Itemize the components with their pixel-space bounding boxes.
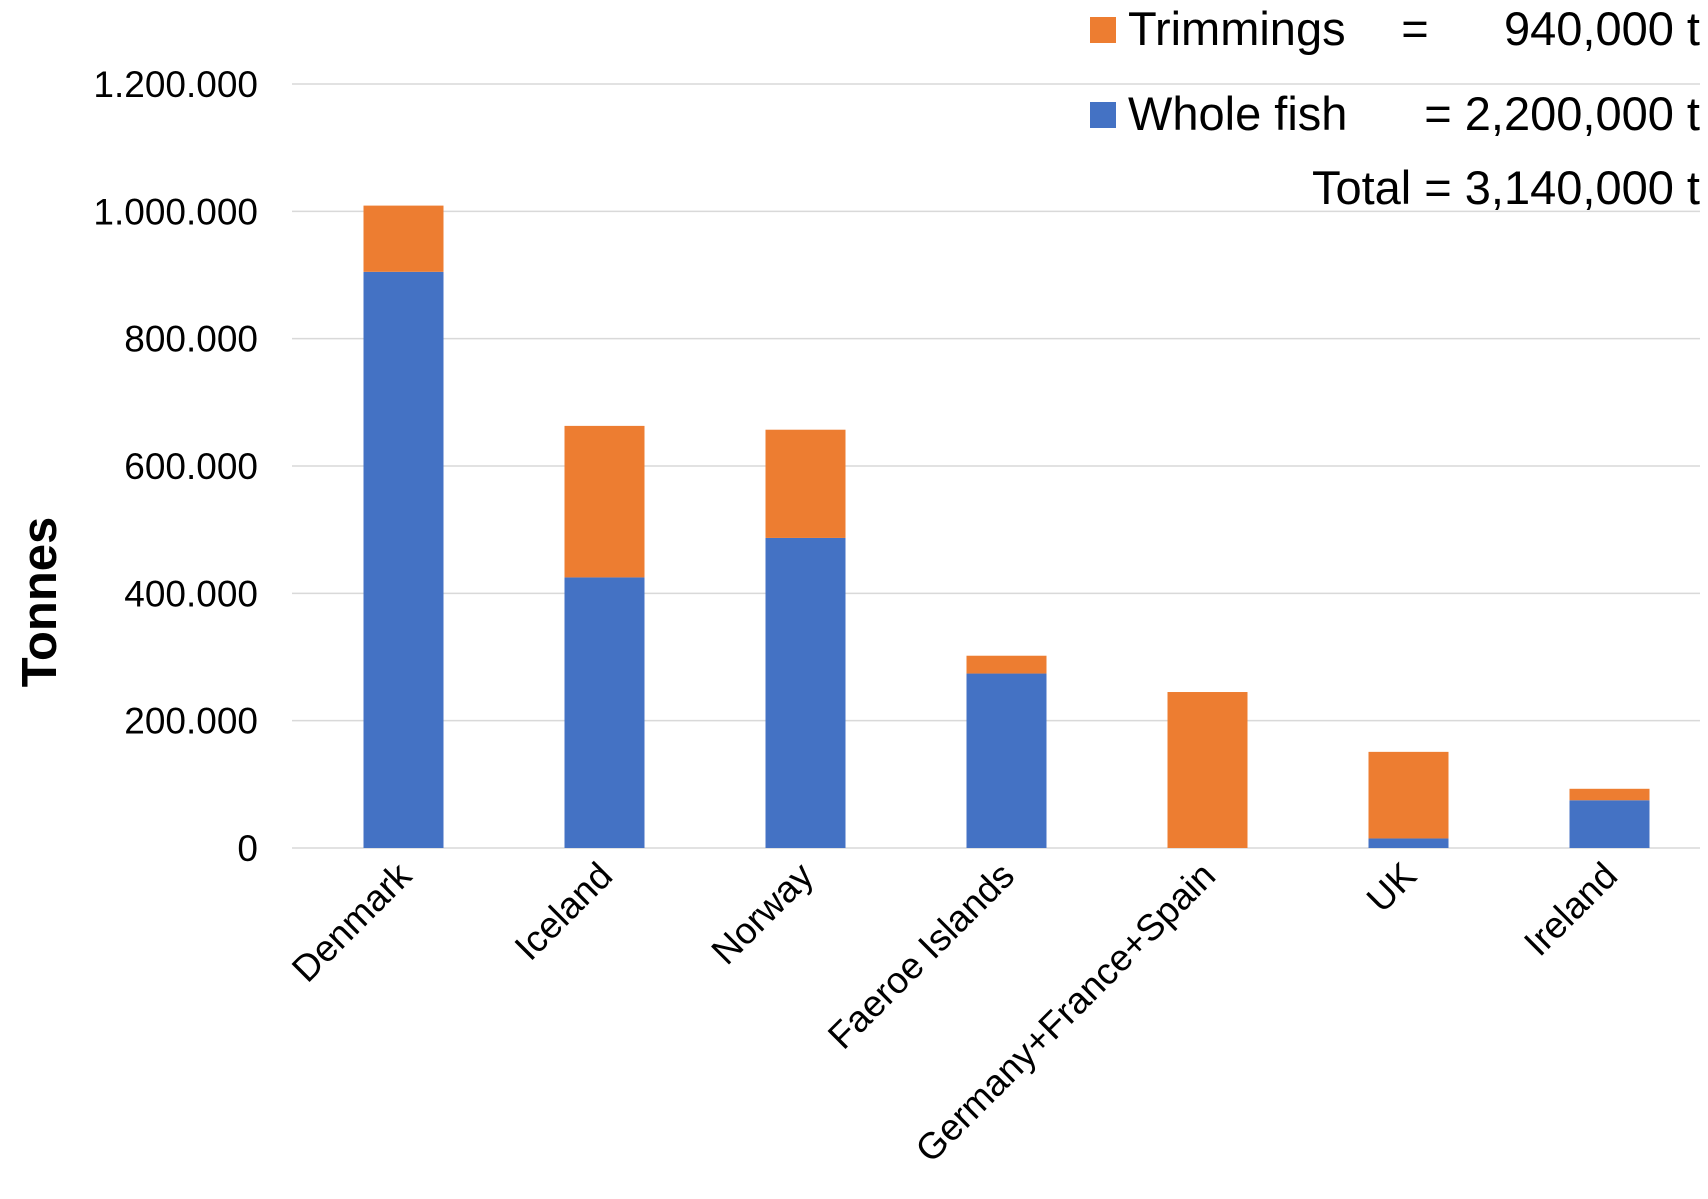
bar-whole-fish-denmark bbox=[363, 271, 444, 849]
bar-trimmings-ireland bbox=[1569, 788, 1650, 801]
x-tick-label: Faeroe Islands bbox=[820, 855, 1022, 1057]
legend-total: Total = 3,140,000 t bbox=[1312, 161, 1700, 214]
legend-value-whole-fish: = 2,200,000 t bbox=[1424, 87, 1700, 140]
legend-label-whole-fish: Whole fish bbox=[1128, 87, 1347, 140]
bar-whole-fish-uk bbox=[1368, 838, 1449, 848]
legend: Trimmings = 940,000 t Whole fish = 2,200… bbox=[1090, 2, 1700, 214]
x-tick-label: Norway bbox=[703, 854, 821, 972]
y-axis-ticks: 0 200.000 400.000 600.000 800.000 1.000.000 1.… bbox=[93, 64, 258, 869]
bar-whole-fish-faeroe-islands bbox=[966, 673, 1047, 848]
bar-trimmings-germany-france-spain bbox=[1167, 692, 1248, 848]
y-tick-label: 800.000 bbox=[124, 319, 258, 360]
y-tick-label: 600.000 bbox=[124, 446, 258, 487]
legend-value-trimmings: 940,000 t bbox=[1504, 2, 1700, 55]
y-axis-title: Tonnes bbox=[13, 517, 67, 688]
y-tick-label: 1.000.000 bbox=[93, 191, 258, 232]
x-tick-label: Iceland bbox=[507, 855, 620, 968]
bar-trimmings-denmark bbox=[363, 205, 444, 272]
legend-swatch-trimmings bbox=[1090, 17, 1116, 43]
legend-equals-trimmings: = bbox=[1401, 2, 1428, 55]
bar-trimmings-iceland bbox=[564, 425, 645, 578]
bar-trimmings-faeroe-islands bbox=[966, 655, 1047, 674]
bar-trimmings-uk bbox=[1368, 751, 1449, 839]
x-tick-label: UK bbox=[1359, 854, 1425, 920]
y-tick-label: 200.000 bbox=[124, 701, 258, 742]
bar-whole-fish-norway bbox=[765, 537, 846, 848]
y-tick-label: 400.000 bbox=[124, 573, 258, 614]
legend-swatch-whole-fish bbox=[1090, 102, 1116, 128]
bar-whole-fish-iceland bbox=[564, 577, 645, 848]
bar-trimmings-norway bbox=[765, 429, 846, 538]
bar-whole-fish-ireland bbox=[1569, 800, 1650, 848]
x-tick-label: Ireland bbox=[1516, 855, 1625, 964]
y-tick-label: 1.200.000 bbox=[93, 64, 258, 105]
bars bbox=[363, 205, 1650, 849]
x-tick-label: Denmark bbox=[284, 854, 419, 989]
legend-label-trimmings: Trimmings bbox=[1128, 2, 1346, 55]
y-tick-label: 0 bbox=[237, 828, 258, 869]
gridlines bbox=[292, 83, 1700, 849]
